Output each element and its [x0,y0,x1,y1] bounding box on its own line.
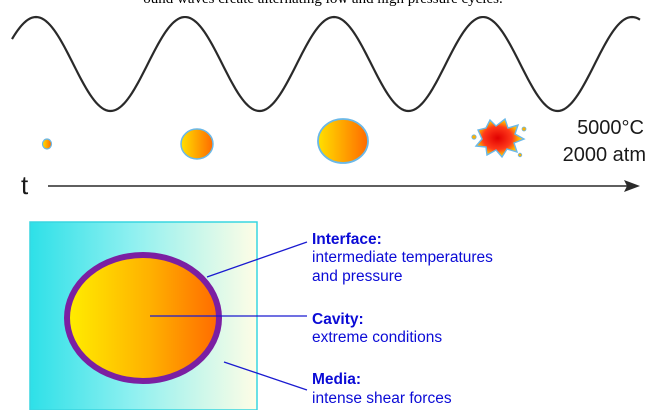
interface-leader-line [206,241,308,278]
sound-wave [11,15,641,113]
bubble-large [317,118,369,164]
media-leader-line [223,361,308,391]
caption-strip: ound waves create alternating low and hi… [0,0,646,8]
time-axis-label: t [21,170,29,200]
collapse-temperature: 5000°C [577,117,644,139]
bubble-tiny [41,138,53,150]
media-line-1: intense shear forces [312,390,452,407]
interface-line-2: and pressure [312,268,403,285]
cavity-bubble [64,252,222,384]
collapsing-bubble [471,117,527,159]
top-caption: ound waves create alternating low and hi… [0,0,646,8]
time-axis-arrowhead [624,180,640,192]
interface-line-1: intermediate temperatures [312,249,493,266]
bubble-small [180,128,214,160]
interface-title: Interface: [312,231,382,248]
cavity-title: Cavity: [312,311,364,328]
cavity-line-1: extreme conditions [312,329,443,346]
media-title: Media: [312,371,362,388]
collapse-pressure: 2000 atm [562,144,646,166]
